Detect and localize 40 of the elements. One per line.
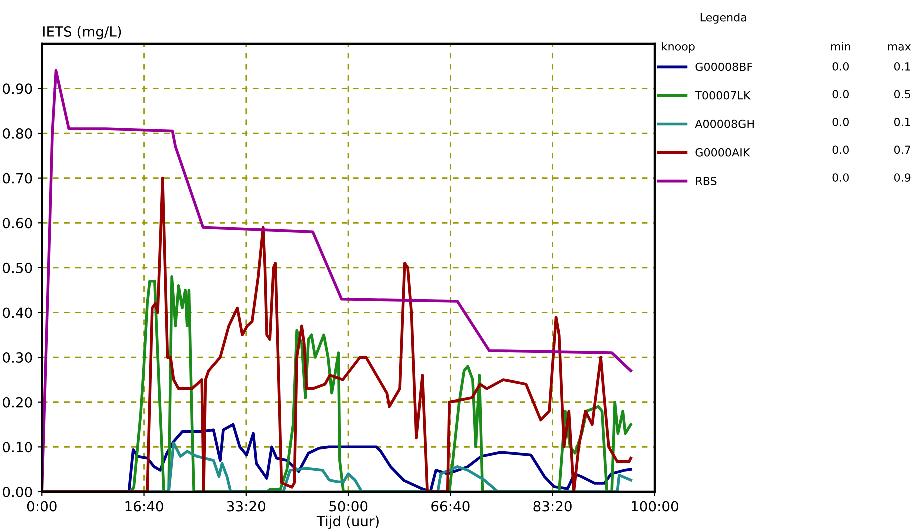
y-tick-label: 0.80	[3, 128, 32, 139]
text: knoop	[662, 42, 695, 53]
line-series	[42, 176, 632, 492]
text: 0.5	[894, 90, 910, 99]
text: min	[831, 42, 850, 51]
text: max	[888, 44, 912, 51]
text: 0.1	[894, 62, 910, 71]
y-tick-label: 0.70	[3, 173, 32, 184]
x-tick-label: 100:00	[632, 501, 678, 512]
x-tick-label: 83:20	[534, 501, 572, 512]
y-tick-label: 0.40	[3, 308, 32, 318]
x-tick-label: 0:00	[27, 501, 57, 512]
text: 0.0	[832, 90, 849, 99]
y-tick-label: 0.20	[3, 397, 32, 408]
y-tick-label: 0.90	[3, 84, 32, 94]
text: 0.0	[832, 118, 849, 126]
text: 0.7	[894, 146, 910, 154]
x-axis-title: Tijd (uur)	[316, 516, 379, 529]
text: 0.0	[832, 174, 849, 182]
legend-label: A00008GH	[695, 120, 754, 128]
line-series	[42, 69, 632, 492]
x-tick-label: 33:20	[227, 501, 266, 512]
y-axis-title: IETS (mg/L)	[44, 26, 122, 40]
legend-label: G0000AIK	[696, 148, 750, 157]
text: 0.9	[894, 174, 911, 182]
text: 0.0	[832, 62, 849, 71]
y-tick-label: 0.10	[3, 442, 32, 453]
text: 0.0	[832, 146, 849, 154]
legend-label: T00007LK	[695, 91, 751, 100]
y-tick-label: 0.00	[3, 486, 32, 498]
y-tick-label: 0.30	[3, 352, 32, 364]
text: 0.1	[894, 118, 910, 126]
x-tick-label: 16:40	[126, 501, 164, 512]
y-tick-label: 0.50	[3, 262, 32, 274]
x-tick-label: 50:00	[330, 501, 368, 512]
legend-title: Legenda	[700, 13, 746, 24]
legend-label: G00008BF	[696, 62, 752, 72]
legend-label: RBS	[696, 176, 717, 186]
x-tick-label: 66:40	[432, 501, 470, 512]
y-tick-label: 0.60	[3, 218, 32, 229]
